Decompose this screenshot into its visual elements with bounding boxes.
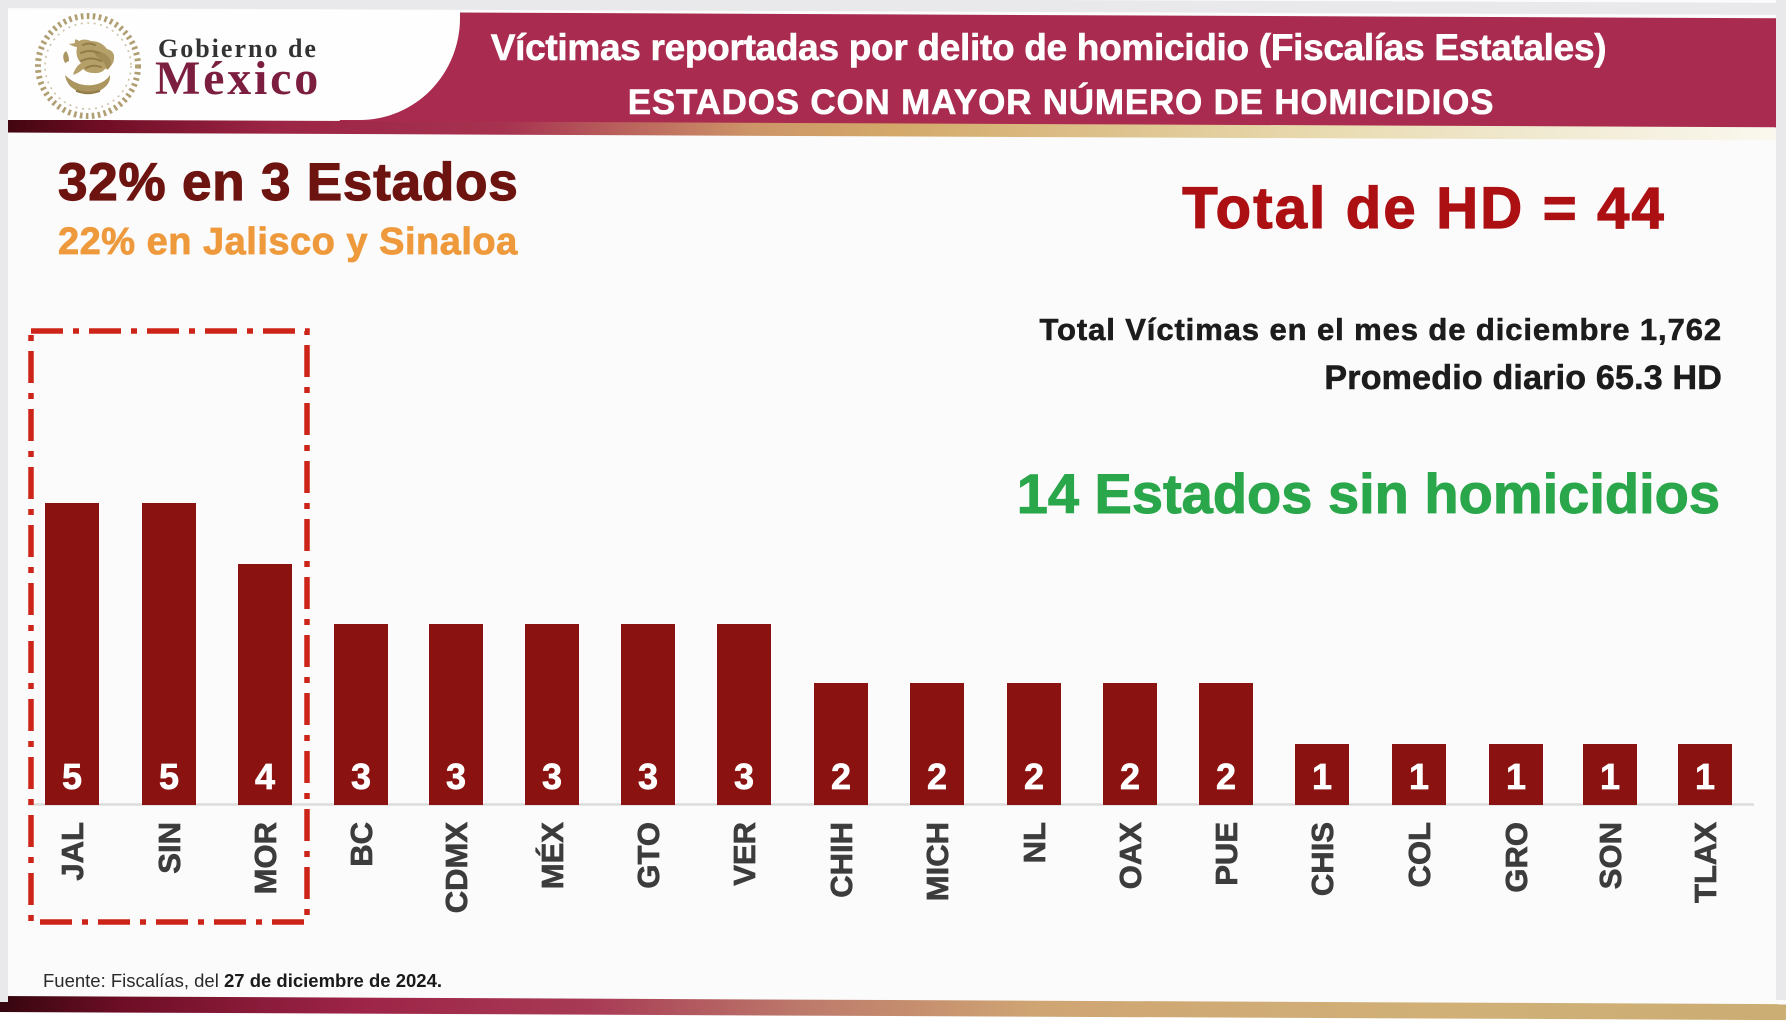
svg-text:2: 2 [831,756,851,797]
svg-text:1: 1 [1506,756,1526,797]
svg-text:2: 2 [927,756,947,797]
svg-text:OAX: OAX [1113,822,1148,890]
svg-text:SON: SON [1593,822,1628,889]
svg-text:1: 1 [1409,756,1429,797]
svg-text:2: 2 [1216,756,1236,797]
svg-text:1: 1 [1312,756,1332,797]
svg-text:MOR: MOR [248,822,283,894]
svg-text:3: 3 [734,756,754,797]
svg-text:MÉX: MÉX [535,822,570,890]
svg-text:MICH: MICH [920,822,955,901]
svg-text:3: 3 [542,756,562,797]
svg-text:3: 3 [446,756,466,797]
svg-text:4: 4 [255,756,275,797]
svg-text:BC: BC [344,822,379,867]
svg-text:CDMX: CDMX [439,822,474,914]
svg-text:1: 1 [1600,756,1620,797]
svg-text:NL: NL [1017,822,1052,863]
svg-text:VER: VER [727,822,762,886]
svg-text:3: 3 [638,756,658,797]
svg-text:COL: COL [1402,822,1437,887]
svg-text:5: 5 [159,756,179,797]
svg-text:1: 1 [1695,756,1715,797]
svg-text:PUE: PUE [1209,822,1244,886]
svg-text:5: 5 [62,756,82,797]
svg-text:GTO: GTO [631,822,666,889]
svg-text:SIN: SIN [152,822,187,874]
svg-text:TLAX: TLAX [1688,822,1723,903]
svg-text:3: 3 [351,756,371,797]
svg-text:JAL: JAL [55,822,90,881]
svg-text:CHIS: CHIS [1305,822,1340,896]
svg-text:CHIH: CHIH [824,822,859,898]
svg-text:GRO: GRO [1499,822,1534,893]
svg-text:2: 2 [1024,756,1044,797]
svg-text:2: 2 [1120,756,1140,797]
